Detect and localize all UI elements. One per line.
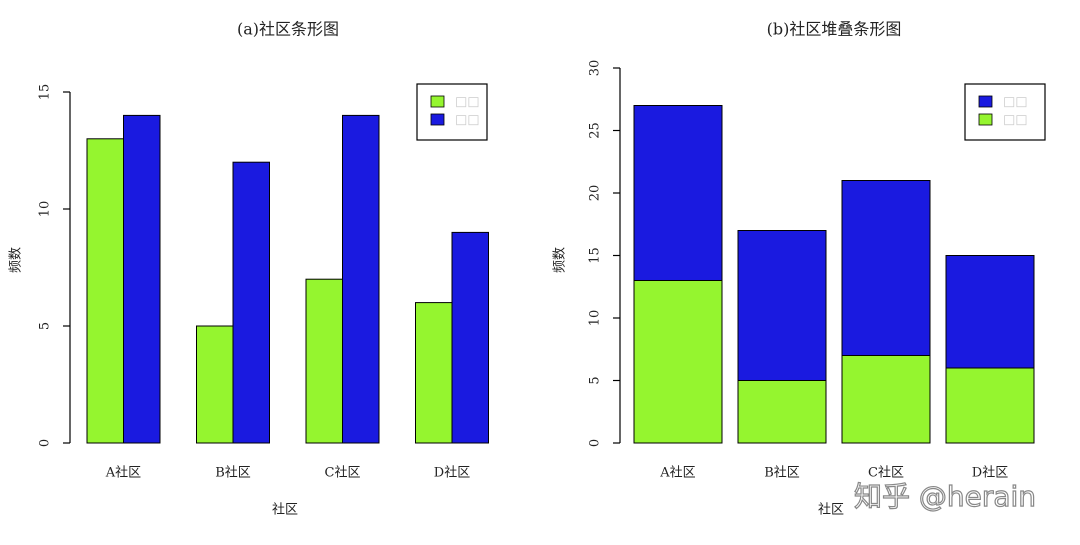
y-tick-label: 15 bbox=[588, 247, 603, 264]
bar bbox=[232, 161, 270, 444]
y-axis-label: 频数 bbox=[9, 247, 24, 273]
chart-title: (a)社区条形图 bbox=[237, 20, 339, 39]
x-tick-label: D社区 bbox=[434, 465, 470, 481]
legend-swatch bbox=[978, 95, 993, 108]
y-tick-label: 30 bbox=[588, 60, 603, 77]
legend-label: □□ bbox=[455, 95, 480, 110]
legend-swatch bbox=[430, 95, 445, 108]
bar-segment bbox=[841, 180, 931, 356]
bar-segment bbox=[945, 255, 1035, 369]
x-tick-label: C社区 bbox=[325, 465, 361, 481]
y-axis-label: 频数 bbox=[553, 247, 568, 273]
legend-label: □□ bbox=[455, 113, 480, 128]
y-tick-label: 0 bbox=[588, 439, 603, 447]
bar bbox=[415, 302, 453, 444]
x-tick-label: A社区 bbox=[105, 465, 141, 481]
x-axis-label: 社区 bbox=[818, 502, 844, 518]
bar bbox=[342, 114, 380, 444]
legend-swatch bbox=[978, 113, 993, 126]
y-tick-label: 5 bbox=[588, 376, 603, 384]
x-tick-label: B社区 bbox=[215, 465, 251, 481]
y-tick-label: 20 bbox=[588, 185, 603, 202]
bar bbox=[451, 231, 489, 444]
legend-label: □□ bbox=[1003, 95, 1028, 110]
y-tick-label: 10 bbox=[38, 201, 53, 218]
y-tick-label: 10 bbox=[588, 310, 603, 327]
bar-segment bbox=[633, 105, 723, 281]
chart-title: (b)社区堆叠条形图 bbox=[767, 20, 902, 39]
bar bbox=[196, 325, 234, 444]
legend-swatch bbox=[430, 113, 445, 126]
legend-box bbox=[964, 83, 1046, 141]
bar bbox=[86, 138, 124, 444]
y-tick-label: 15 bbox=[38, 84, 53, 101]
watermark: 知乎 @herain bbox=[854, 480, 1036, 513]
bar-segment bbox=[841, 355, 931, 444]
bar-segment bbox=[945, 367, 1035, 444]
x-tick-label: B社区 bbox=[764, 465, 800, 481]
bar-segment bbox=[633, 280, 723, 444]
x-tick-label: D社区 bbox=[972, 465, 1008, 481]
bar bbox=[123, 114, 161, 444]
legend-label: □□ bbox=[1003, 113, 1028, 128]
y-tick-label: 25 bbox=[588, 122, 603, 139]
legend-box bbox=[416, 83, 488, 141]
y-tick-label: 5 bbox=[38, 322, 53, 330]
x-axis-label: 社区 bbox=[272, 502, 298, 518]
y-tick-label: 0 bbox=[38, 439, 53, 447]
x-tick-label: C社区 bbox=[868, 465, 904, 481]
bar bbox=[305, 278, 343, 444]
bar-segment bbox=[737, 380, 827, 444]
x-tick-label: A社区 bbox=[659, 465, 695, 481]
bar-segment bbox=[737, 230, 827, 381]
